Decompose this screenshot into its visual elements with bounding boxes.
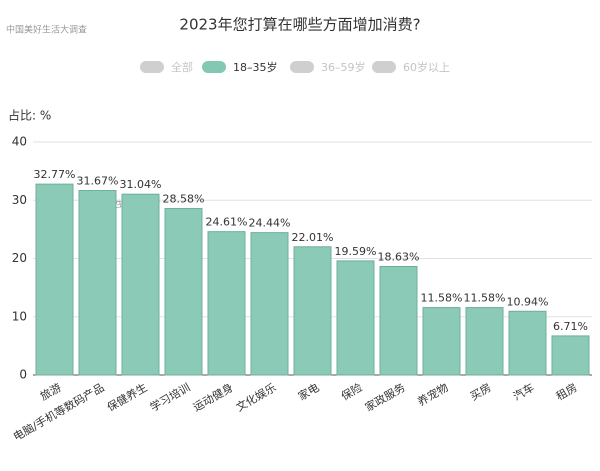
chart-title: 2023年您打算在哪些方面增加消费? (179, 16, 420, 34)
value-label: 6.71% (553, 320, 588, 333)
x-tick-label: 买房 (468, 381, 494, 403)
watermark: 中国美好生活大调查 (6, 24, 87, 36)
x-tick-label: 保健养生 (104, 380, 149, 414)
x-tick-label: 运动健身 (190, 380, 235, 414)
value-label: 19.59% (335, 245, 377, 258)
value-label: 10.94% (507, 295, 549, 308)
x-tick-label: 学习培训 (147, 380, 192, 414)
x-tick-label: 租房 (554, 381, 580, 403)
value-label: 11.58% (421, 292, 463, 305)
bar (336, 260, 375, 376)
y-tick-label: 10 (12, 309, 27, 323)
y-axis-label: 占比: % (8, 108, 51, 123)
bar (293, 246, 332, 376)
legend-swatch[interactable] (202, 61, 226, 73)
value-label: 24.44% (249, 217, 291, 230)
legend-text[interactable]: 全部 (171, 60, 193, 74)
y-tick-label: 0 (19, 368, 27, 382)
value-label: 31.04% (120, 178, 162, 191)
y-tick-label: 40 (12, 135, 27, 149)
bar (250, 232, 289, 376)
value-label: 11.58% (464, 292, 506, 305)
bar (551, 335, 590, 376)
x-tick-label: 文化娱乐 (233, 380, 278, 414)
bar (164, 208, 203, 376)
bar (508, 310, 547, 376)
value-label: 24.61% (206, 216, 248, 229)
x-tick-label: 旅游 (37, 380, 63, 403)
legend-text[interactable]: 18–35岁 (233, 60, 278, 74)
value-label: 18.63% (378, 250, 420, 263)
bar (465, 307, 504, 376)
legend-swatch[interactable] (140, 61, 164, 73)
bar (121, 193, 160, 376)
value-label: 31.67% (77, 175, 119, 188)
legend-swatch[interactable] (372, 61, 396, 73)
bar (207, 231, 246, 376)
value-label: 28.58% (163, 193, 205, 206)
x-tick-label: 保险 (338, 380, 364, 403)
legend-swatch[interactable] (290, 61, 314, 73)
bar (379, 265, 418, 376)
y-tick-label: 20 (12, 251, 27, 265)
y-tick-label: 30 (12, 193, 27, 207)
value-label: 32.77% (34, 168, 76, 181)
bar (422, 307, 461, 376)
bar (35, 183, 74, 376)
legend-text[interactable]: 36–59岁 (321, 60, 366, 74)
x-tick-label: 家电 (295, 380, 321, 403)
legend-text[interactable]: 60岁以上 (403, 60, 450, 74)
bar (78, 190, 117, 376)
value-label: 22.01% (292, 231, 334, 244)
x-tick-label: 家政服务 (362, 380, 407, 414)
x-tick-label: 汽车 (510, 380, 536, 403)
x-tick-label: 养宠物 (415, 380, 451, 409)
